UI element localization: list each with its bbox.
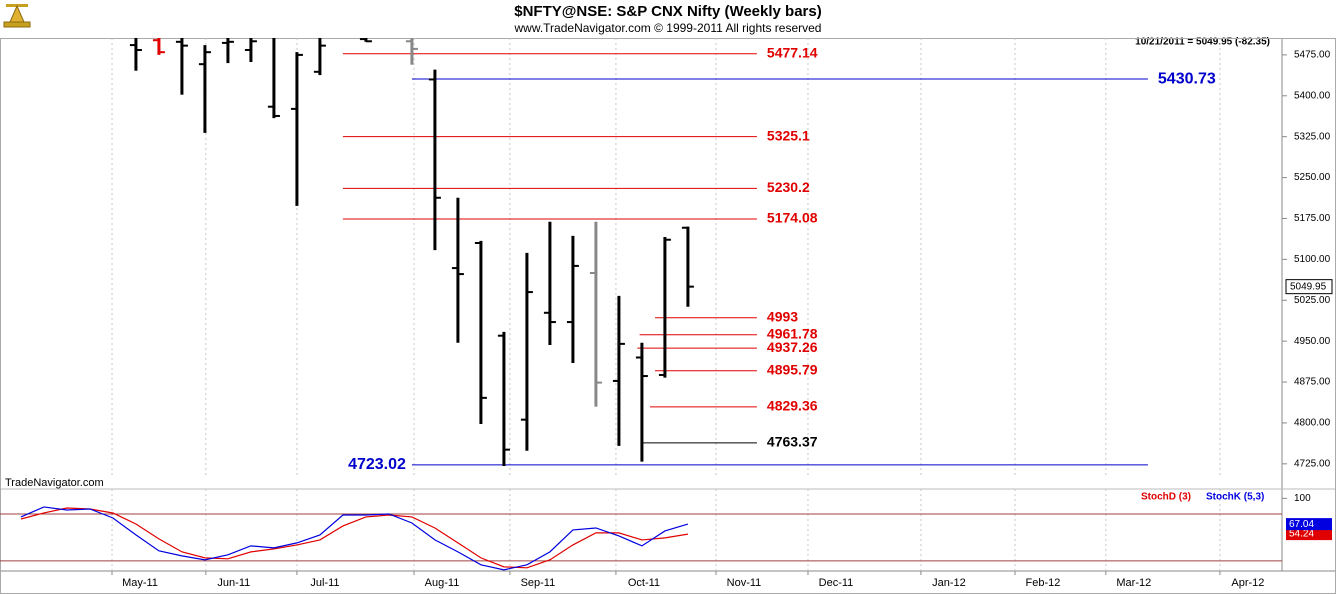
last-price-label: 5049.95 xyxy=(1290,281,1327,292)
y-tick-label: 5475.00 xyxy=(1294,50,1331,61)
y-tick-label: 5250.00 xyxy=(1294,172,1331,183)
axes: May-11 Jun-11 Jul-11 Aug-11 Sep-11 Oct-11 Nov-… xyxy=(111,50,1333,589)
x-tick-label: Aug-11 xyxy=(425,577,460,589)
last-value-box xyxy=(1286,518,1332,531)
y-tick-label: 100 xyxy=(1294,493,1311,504)
level-label: 4961.78 xyxy=(767,325,818,341)
chart-subtitle: www.TradeNavigator.com © 1999-2011 All r… xyxy=(514,21,822,35)
watermark: TradeNavigator.com xyxy=(5,477,104,489)
stoch-panel xyxy=(0,489,1282,571)
x-tick-label: Nov-11 xyxy=(727,577,762,589)
y-tick-label: 4725.00 xyxy=(1294,458,1331,469)
y-tick-label: 4950.00 xyxy=(1294,336,1331,347)
y-tick-label: 5400.00 xyxy=(1294,90,1331,101)
last-value-box xyxy=(1286,528,1332,541)
level-label: 4937.26 xyxy=(767,339,818,355)
last-value-label: 67.04 xyxy=(1289,519,1314,530)
logo xyxy=(3,4,31,28)
chart-title: $NFTY@NSE: S&P CNX Nifty (Weekly bars) xyxy=(514,3,821,20)
level-label: 5430.73 xyxy=(1158,70,1216,87)
x-tick-label: Mar-12 xyxy=(1116,577,1151,589)
x-tick-label: Apr-12 xyxy=(1231,577,1264,589)
level-label: 4763.37 xyxy=(767,434,818,450)
level-label: 5477.14 xyxy=(767,44,818,60)
level-label: 5230.2 xyxy=(767,179,810,195)
level-label: 5325.1 xyxy=(767,127,810,143)
x-tick-label: Jan-12 xyxy=(932,577,966,589)
legend-entry: StochK (5,3) xyxy=(1206,492,1264,503)
legend-entry: StochD (3) xyxy=(1141,492,1191,503)
last-price-box xyxy=(1285,279,1333,295)
stoch-line xyxy=(20,506,689,571)
level-label: 5174.08 xyxy=(767,210,818,226)
x-tick-label: Jun-11 xyxy=(217,577,250,589)
y-tick-label: 5175.00 xyxy=(1294,213,1331,224)
y-tick-label: 5325.00 xyxy=(1294,131,1331,142)
y-tick-label: 4800.00 xyxy=(1294,418,1331,429)
stoch-line xyxy=(20,507,689,569)
level-label: 4829.36 xyxy=(767,398,818,414)
x-tick-label: Feb-12 xyxy=(1026,577,1061,589)
last-bar-info: 10/21/2011 = 5049.95 (-82.35) xyxy=(1135,37,1270,48)
x-tick-label: Sep-11 xyxy=(521,577,556,589)
x-tick-label: Oct-11 xyxy=(628,577,660,589)
x-tick-label: Dec-11 xyxy=(819,577,854,589)
x-tick-label: May-11 xyxy=(122,577,158,589)
level-label: 4723.02 xyxy=(348,456,406,473)
y-tick-label: 5100.00 xyxy=(1294,254,1331,265)
level-label: 4993 xyxy=(767,308,798,324)
y-tick-label: 5025.00 xyxy=(1294,295,1331,306)
x-tick-label: Jul-11 xyxy=(310,577,339,589)
last-value-label: 54.24 xyxy=(1289,529,1314,540)
price-panel: 5477.14 5430.73 5325.1 5230.2 5174.08 4993496… xyxy=(111,38,1221,478)
y-tick-label: 4875.00 xyxy=(1294,377,1331,388)
level-label: 4895.79 xyxy=(767,361,818,377)
